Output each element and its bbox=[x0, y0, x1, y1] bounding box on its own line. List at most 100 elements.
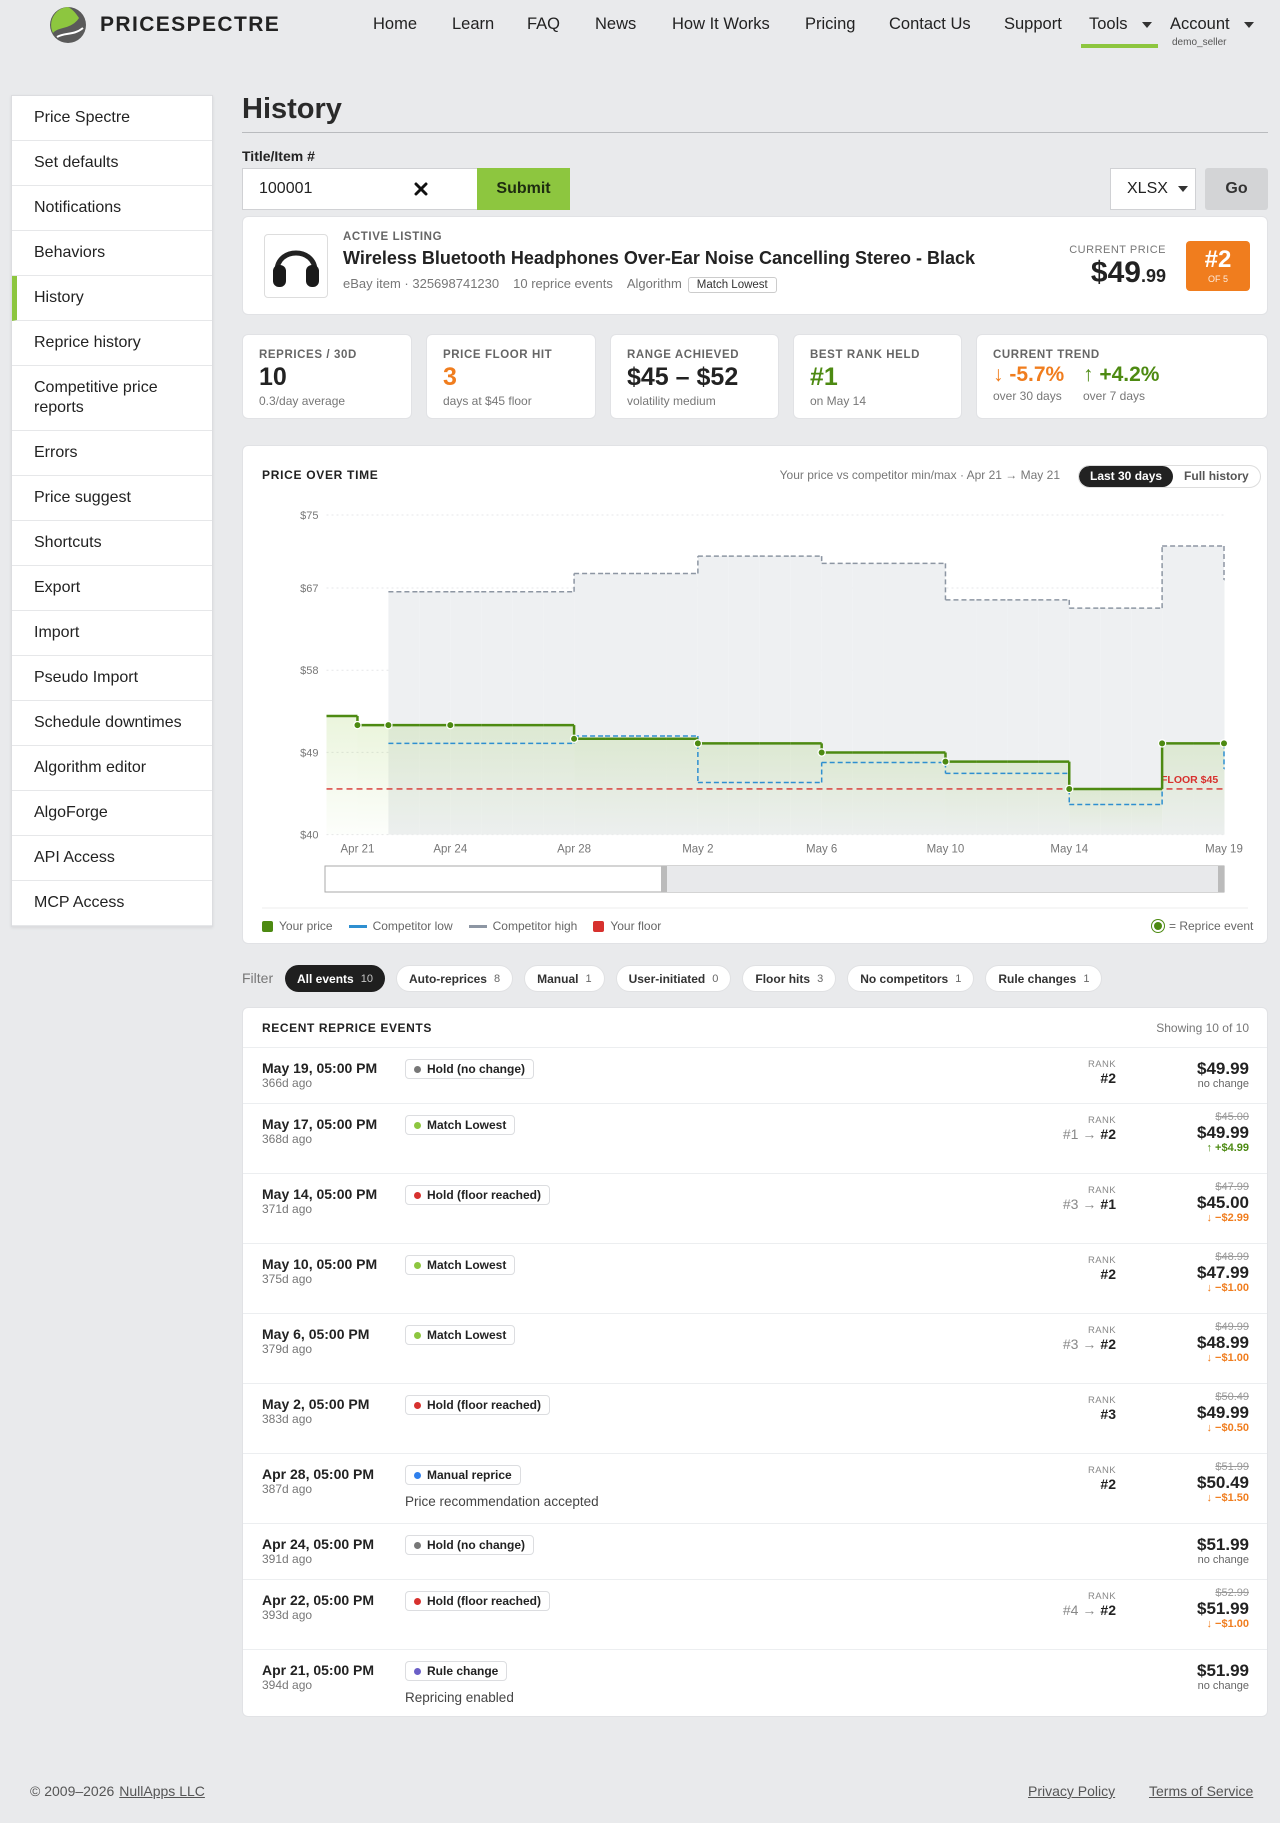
nav-link[interactable]: Learn bbox=[452, 15, 494, 34]
price-col: $50.49 $49.99 ↓ −$0.50 bbox=[1197, 1391, 1249, 1435]
sidebar-link[interactable]: Import bbox=[12, 611, 212, 656]
sidebar-link[interactable]: Notifications bbox=[12, 186, 212, 231]
rank-label: RANK bbox=[1088, 1059, 1116, 1070]
sidebar-link[interactable]: Pseudo Import bbox=[12, 656, 212, 701]
filter-pill[interactable]: User-initiated 0 bbox=[615, 965, 732, 992]
filter-pill[interactable]: All events 10 bbox=[285, 965, 385, 992]
old-price: $50.49 bbox=[1215, 1391, 1249, 1403]
nav-text: FAQ bbox=[527, 15, 561, 33]
action-dot bbox=[414, 1331, 421, 1339]
listing-title: Wireless Bluetooth Headphones Over-Ear N… bbox=[343, 248, 976, 268]
x-tick-label: Apr 28 bbox=[557, 844, 591, 856]
action-dot bbox=[414, 1121, 421, 1129]
action-dot bbox=[414, 1667, 421, 1675]
event-price: $49.99 bbox=[1197, 1123, 1249, 1142]
search-input[interactable]: 100001 bbox=[242, 168, 478, 210]
event-ago: 391d ago bbox=[262, 1552, 313, 1566]
sidebar-link[interactable]: Schedule downtimes bbox=[12, 701, 212, 746]
nav-text: Support bbox=[1004, 15, 1062, 33]
sidebar-link[interactable]: Errors bbox=[12, 431, 212, 476]
listing-status: ACTIVE LISTING bbox=[343, 231, 443, 243]
nav-link[interactable]: Account bbox=[1170, 15, 1254, 34]
brush-handle bbox=[1218, 866, 1224, 892]
format-select[interactable]: XLSX bbox=[1110, 168, 1196, 210]
nav-link[interactable]: Home bbox=[373, 15, 417, 34]
events-showing: Showing 10 of 10 bbox=[1156, 1021, 1249, 1035]
old-price: $47.99 bbox=[1215, 1181, 1249, 1193]
current-price: $49.99 bbox=[1091, 256, 1166, 290]
go-button[interactable]: Go bbox=[1205, 168, 1268, 210]
event-rank: #1 → #2 bbox=[1063, 1126, 1116, 1142]
clear-x bbox=[414, 182, 428, 196]
sidebar-link[interactable]: Set defaults bbox=[12, 141, 212, 186]
rank-label: RANK bbox=[1088, 1325, 1116, 1336]
event-price: $51.99 bbox=[1197, 1599, 1249, 1618]
stat-value: #1 bbox=[810, 363, 838, 391]
rank-to: #2 bbox=[1100, 1126, 1116, 1142]
filter-pill[interactable]: Auto-reprices 8 bbox=[395, 965, 514, 992]
price-area bbox=[852, 752, 884, 835]
event-date: Apr 22, 05:00 PM bbox=[262, 1592, 375, 1608]
price-area bbox=[635, 738, 667, 835]
footer-link[interactable]: Terms of Service bbox=[1149, 1783, 1254, 1799]
nav-link[interactable]: How It Works bbox=[672, 15, 770, 34]
filter-text: Manual bbox=[537, 971, 579, 986]
filter-row: All events 10 Auto-reprices 8 Manual 1 User-in… bbox=[285, 965, 1103, 992]
range-option[interactable]: Last 30 days bbox=[1079, 466, 1174, 487]
nav-link[interactable]: FAQ bbox=[527, 15, 560, 34]
sidebar-link[interactable]: Algorithm editor bbox=[12, 746, 212, 791]
price-area bbox=[419, 725, 451, 835]
event-ago: 393d ago bbox=[262, 1608, 313, 1622]
event-date: May 19, 05:00 PM bbox=[262, 1060, 378, 1076]
sidebar-link[interactable]: Behaviors bbox=[12, 231, 212, 276]
nav-link[interactable]: Support bbox=[1004, 15, 1062, 34]
sidebar-link[interactable]: Export bbox=[12, 566, 212, 611]
reprice-marker bbox=[693, 739, 703, 748]
footer-link[interactable]: Privacy Policy bbox=[1028, 1783, 1116, 1799]
filter-pill[interactable]: Manual 1 bbox=[524, 965, 605, 992]
nav-link[interactable]: News bbox=[595, 15, 636, 34]
old-price: $45.00 bbox=[1215, 1111, 1249, 1123]
sidebar-link[interactable]: Shortcuts bbox=[12, 521, 212, 566]
nav-link[interactable]: Pricing bbox=[805, 15, 855, 34]
nav-text: News bbox=[595, 15, 637, 33]
filter-pill[interactable]: Floor hits 3 bbox=[742, 965, 837, 992]
sidebar-link[interactable]: AlgoForge bbox=[12, 791, 212, 836]
price-area bbox=[976, 761, 1008, 835]
filter-pill[interactable]: No competitors 1 bbox=[847, 965, 975, 992]
price-col: $51.99 $50.49 ↓ −$1.50 bbox=[1197, 1461, 1249, 1505]
price-area bbox=[914, 752, 946, 835]
price-chart: $75 $67 $58 $49 $40 Apr 21 Apr 24 Apr 28 May 2 Ma… bbox=[262, 510, 1248, 909]
submit-button[interactable]: Submit bbox=[477, 168, 570, 210]
stat-value: 10 bbox=[259, 363, 287, 391]
dropdown-caret bbox=[1141, 21, 1152, 28]
company-link[interactable]: NullApps LLC bbox=[119, 1783, 205, 1799]
algorithm-label: Algorithm bbox=[626, 276, 682, 291]
sidebar-link[interactable]: Price Spectre bbox=[12, 96, 212, 141]
reprice-marker bbox=[353, 720, 362, 730]
sidebar-link[interactable]: Competitive price reports bbox=[12, 366, 212, 431]
range-toggle: Last 30 days Full history bbox=[1078, 465, 1261, 488]
price-col: $52.99 $51.99 ↓ −$1.00 bbox=[1197, 1587, 1249, 1631]
sidebar-link[interactable]: API Access bbox=[12, 836, 212, 881]
event-date: May 17, 05:00 PM bbox=[262, 1116, 378, 1132]
event-price: $48.99 bbox=[1197, 1333, 1249, 1352]
event-date: May 2, 05:00 PM bbox=[262, 1396, 370, 1412]
action-text: Hold (no change) bbox=[427, 1538, 525, 1552]
filter-pill[interactable]: Rule changes 1 bbox=[985, 965, 1103, 992]
price-change: no change bbox=[1197, 1554, 1249, 1566]
nav-link[interactable]: Contact Us bbox=[889, 15, 971, 34]
event-rank: #2 bbox=[1100, 1070, 1116, 1086]
range-option[interactable]: Full history bbox=[1184, 469, 1249, 483]
sidebar-link[interactable]: History bbox=[12, 276, 212, 321]
rank-from: #4 bbox=[1062, 1602, 1079, 1618]
event-ago: 375d ago bbox=[262, 1272, 313, 1286]
filter-count: 10 bbox=[360, 972, 373, 985]
sidebar-link[interactable]: Price suggest bbox=[12, 476, 212, 521]
sidebar-link[interactable]: Reprice history bbox=[12, 321, 212, 366]
nav-link[interactable]: Tools bbox=[1089, 15, 1152, 34]
action-pill: Match Lowest bbox=[405, 1255, 516, 1275]
sidebar-link[interactable]: MCP Access bbox=[12, 881, 212, 926]
price-col: $51.99 no change bbox=[1197, 1535, 1249, 1567]
filter-label: Filter bbox=[242, 970, 274, 986]
